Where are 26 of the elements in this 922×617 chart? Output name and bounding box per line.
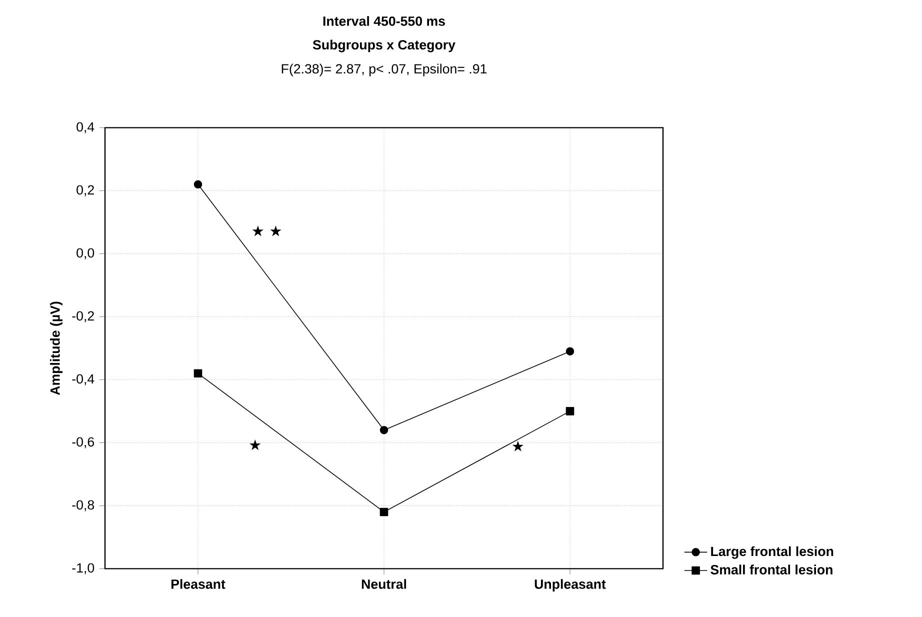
chart-title: Interval 450-550 ms (323, 16, 445, 26)
point (566, 347, 574, 356)
legend-label: Large frontal lesion (711, 546, 834, 559)
point (194, 180, 202, 189)
point (380, 426, 388, 434)
point (380, 508, 388, 516)
y-tick-label: 0,2 (76, 185, 94, 196)
annotation: ★ (512, 440, 524, 452)
x-tick-label: Unpleasant (534, 579, 606, 592)
x-tick-label: Neutral (362, 579, 406, 589)
point (566, 407, 574, 416)
text: F(2.38)= 2.87, p< .07, Epsilon= .91 (282, 64, 487, 76)
chart-subtitle: Subgroups x Category (312, 40, 456, 52)
x-tick-label: Pleasant (171, 579, 226, 589)
y-tick-label: -1,0 (72, 563, 94, 574)
y-axis-title: Amplitude (µV) (50, 302, 62, 396)
y-tick-label: -0,8 (72, 500, 94, 512)
point (194, 369, 202, 378)
y-tick-label: -0,2 (72, 311, 94, 322)
y-tick-label: 0,4 (76, 122, 94, 134)
legend-label: Small frontal lesion (710, 564, 832, 574)
annotation: ★ (249, 439, 261, 450)
y-tick-label: 0,0 (76, 248, 94, 260)
annotation: ★ ★ (252, 226, 282, 236)
y-tick-label: -0,6 (72, 437, 94, 448)
y-tick-label: -0,4 (72, 374, 94, 386)
